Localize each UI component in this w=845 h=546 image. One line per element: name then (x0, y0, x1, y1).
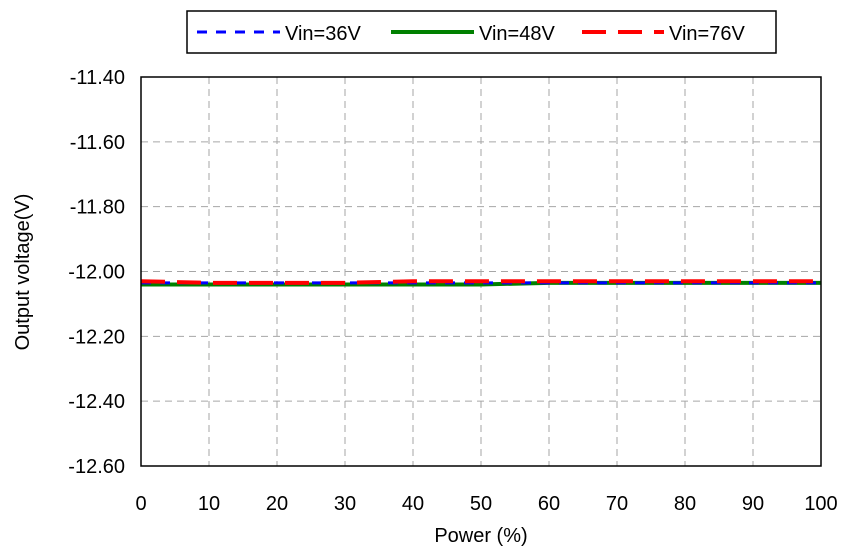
x-tick-label: 70 (606, 493, 628, 515)
x-tick-labels: 0 10 20 30 40 50 60 70 80 90 100 (135, 493, 837, 515)
x-tick-label: 100 (804, 493, 837, 515)
y-tick-label: -12.40 (68, 391, 125, 413)
y-tick-label: -11.80 (70, 197, 125, 219)
x-tick-label: 30 (334, 493, 356, 515)
x-axis-label: Power (%) (434, 525, 527, 546)
legend-label-1: Vin=48V (479, 23, 555, 45)
y-tick-label: -12.20 (68, 326, 125, 348)
x-tick-label: 60 (538, 493, 560, 515)
y-tick-label: -11.60 (70, 132, 125, 154)
x-tick-label: 10 (198, 493, 220, 515)
x-tick-label: 90 (742, 493, 764, 515)
y-axis-label: Output voltage(V) (12, 194, 34, 351)
x-tick-label: 80 (674, 493, 696, 515)
series-line-2 (140, 279, 821, 285)
legend: Vin=36V Vin=48V Vin=76V (186, 10, 777, 54)
y-tick-labels: -11.40 -11.60 -11.80 -12.00 -12.20 -12.40 -12.… (68, 67, 125, 478)
plot-border (140, 76, 822, 467)
legend-label-0: Vin=36V (285, 23, 361, 45)
legend-label-2: Vin=76V (669, 23, 745, 45)
gridlines (141, 77, 821, 466)
y-tick-label: -12.60 (68, 456, 125, 478)
x-tick-label: 20 (266, 493, 288, 515)
x-tick-label: 50 (470, 493, 492, 515)
x-tick-label: 0 (135, 493, 146, 515)
legend-frame (186, 10, 777, 54)
y-tick-label: -12.00 (68, 262, 125, 284)
series-layer (140, 279, 821, 287)
y-tick-label: -11.40 (70, 67, 125, 89)
x-tick-label: 40 (402, 493, 424, 515)
